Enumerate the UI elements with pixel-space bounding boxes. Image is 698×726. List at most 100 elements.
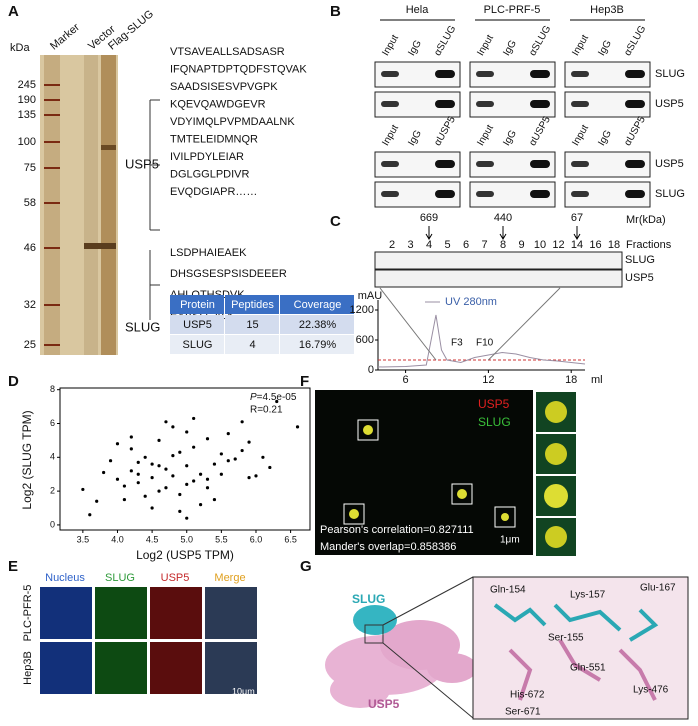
fraction-number: 3 <box>407 239 413 251</box>
fraction-number: 16 <box>589 239 601 251</box>
blot-band <box>625 70 645 78</box>
row-label: PLC-PFR-5 <box>22 585 34 642</box>
point <box>150 462 154 466</box>
mw-marker: 67 <box>571 212 583 224</box>
blot-band <box>530 100 550 108</box>
peptide: EVQDGIAPR…… <box>170 186 257 198</box>
slug-lane <box>101 55 116 355</box>
lane-label: αUSP5 <box>432 114 458 148</box>
cell-image <box>205 587 257 639</box>
blot-band <box>476 191 494 197</box>
marker-label: 58 <box>24 197 36 209</box>
fraction-number: 18 <box>608 239 620 251</box>
peak-label: F10 <box>476 338 494 349</box>
point <box>233 457 237 461</box>
point <box>157 438 161 443</box>
lane-label: αSLUG <box>622 24 648 58</box>
point <box>115 477 120 481</box>
blot-band <box>476 71 494 77</box>
peptide: VTSAVEALLSADSASR <box>170 46 285 58</box>
protein-label: USP5 <box>125 156 159 171</box>
fraction-number: 4 <box>426 239 432 251</box>
lane-label: αSLUG <box>527 24 553 58</box>
lane-label: IgG <box>596 38 614 58</box>
table-header-cell <box>170 295 224 314</box>
y-tick-label: 4 <box>50 452 55 462</box>
point <box>247 440 251 444</box>
row-label: SLUG <box>655 188 685 200</box>
point <box>192 479 196 483</box>
peptide: IVILPDYLEIAR <box>170 151 244 163</box>
lane-label: Input <box>475 123 496 148</box>
row-label: USP5 <box>625 272 654 284</box>
fraction-number: 5 <box>444 239 450 251</box>
point <box>129 435 133 439</box>
cell-image <box>205 642 257 694</box>
point <box>143 455 147 459</box>
insets <box>536 392 576 556</box>
blot-band <box>435 160 455 168</box>
y-tick-label: 0 <box>368 364 374 376</box>
band <box>101 145 116 150</box>
fraction-number: 9 <box>518 239 524 251</box>
blot-band <box>571 161 589 167</box>
panel-label: F <box>300 373 309 390</box>
x-tick-label: 6.0 <box>250 534 263 544</box>
x-tick-label: 18 <box>565 374 577 386</box>
x-tick-label: 5.0 <box>180 534 193 544</box>
point <box>81 487 85 492</box>
point <box>136 472 140 476</box>
blot-band <box>530 190 550 198</box>
blot-band <box>381 191 399 197</box>
point <box>226 459 230 463</box>
residue-label: Glu-167 <box>640 583 676 594</box>
stat-text: Pearson's correlation=0.827111 <box>320 524 474 536</box>
lane-label: αSLUG <box>432 24 458 58</box>
y-tick-label: 6 <box>50 418 55 428</box>
panel-label: A <box>8 3 19 20</box>
kda-label: kDa <box>10 42 30 54</box>
column-label: Nucleus <box>45 572 85 584</box>
lane-label: Input <box>570 123 591 148</box>
point <box>129 447 133 451</box>
y-axis-label: mAU <box>358 290 383 302</box>
y-axis-label: Log2 (SLUG TPM) <box>20 410 34 509</box>
y-tick-label: 600 <box>356 334 374 346</box>
point <box>185 430 189 434</box>
plot-frame <box>59 387 311 531</box>
cell-image <box>40 642 92 694</box>
point <box>171 425 175 429</box>
marker-label: 75 <box>24 162 36 174</box>
fraction-number: 2 <box>389 239 395 251</box>
blot-band <box>571 191 589 197</box>
row-label: SLUG <box>625 254 655 266</box>
residue-label: Lys-157 <box>570 590 606 601</box>
molecule-label: SLUG <box>352 592 385 606</box>
stat-text: Mander's overlap=0.858386 <box>320 541 456 553</box>
point <box>275 399 279 404</box>
lane-label: Input <box>475 33 496 58</box>
table-cell <box>280 315 354 334</box>
point <box>185 516 189 520</box>
point <box>178 450 182 454</box>
cell-image <box>150 587 202 639</box>
column-label: Merge <box>214 572 245 584</box>
point <box>240 448 244 453</box>
point <box>261 455 265 459</box>
x-axis-label: Log2 (USP5 TPM) <box>136 548 234 562</box>
point <box>254 474 258 478</box>
blot-band <box>435 190 455 198</box>
table-cell-text: 16.79% <box>299 339 337 351</box>
peptide: TMTELEIDMNQR <box>170 133 258 145</box>
peptide: SAADSISESVPVGPK <box>170 81 278 93</box>
point <box>219 452 223 456</box>
point <box>129 469 133 473</box>
blot <box>374 251 623 270</box>
scale-label: 10μm <box>232 686 255 696</box>
fraction-number: 12 <box>552 239 564 251</box>
point <box>268 465 272 470</box>
x-tick-label: 12 <box>482 374 494 386</box>
row-label: USP5 <box>655 98 684 110</box>
lane-label: IgG <box>501 128 519 148</box>
fraction-number: 10 <box>534 239 546 251</box>
